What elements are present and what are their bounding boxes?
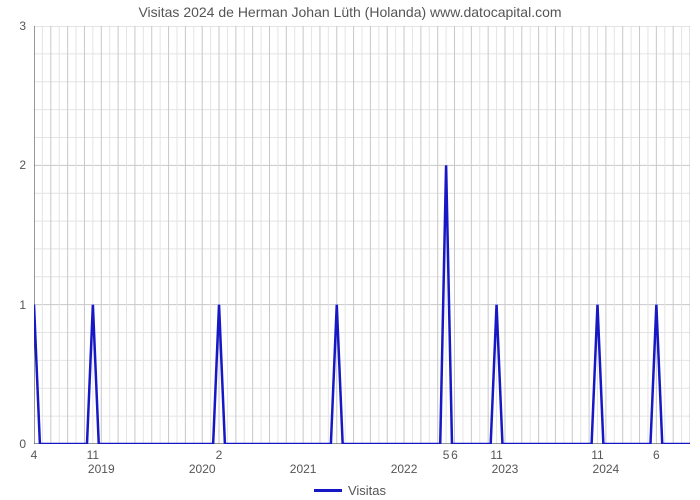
y-tick-label: 1	[19, 298, 34, 312]
legend: Visitas	[0, 480, 700, 498]
x-year-label: 2022	[391, 462, 418, 476]
x-year-label: 2024	[593, 462, 620, 476]
y-tick-label: 3	[19, 19, 34, 33]
legend-line	[314, 489, 342, 492]
x-tick-label: 5	[443, 444, 450, 462]
chart-title: Visitas 2024 de Herman Johan Lüth (Holan…	[0, 4, 700, 20]
x-year-label: 2020	[189, 462, 216, 476]
x-year-label: 2021	[290, 462, 317, 476]
x-tick-label: 11	[87, 444, 99, 462]
plot-area: 012341125611116201920202021202220232024	[34, 26, 690, 444]
line-svg	[34, 26, 690, 444]
x-tick-label: 6	[653, 444, 660, 462]
x-tick-label: 6	[451, 444, 458, 462]
x-year-label: 2023	[492, 462, 519, 476]
x-tick-label: 4	[31, 444, 38, 462]
legend-item-visitas: Visitas	[314, 483, 386, 498]
chart-container: Visitas 2024 de Herman Johan Lüth (Holan…	[0, 0, 700, 500]
legend-label: Visitas	[348, 483, 386, 498]
x-tick-label: 11	[591, 444, 603, 462]
x-tick-label: 11	[490, 444, 502, 462]
x-tick-label: 2	[216, 444, 223, 462]
y-tick-label: 2	[19, 158, 34, 172]
x-year-label: 2019	[88, 462, 115, 476]
